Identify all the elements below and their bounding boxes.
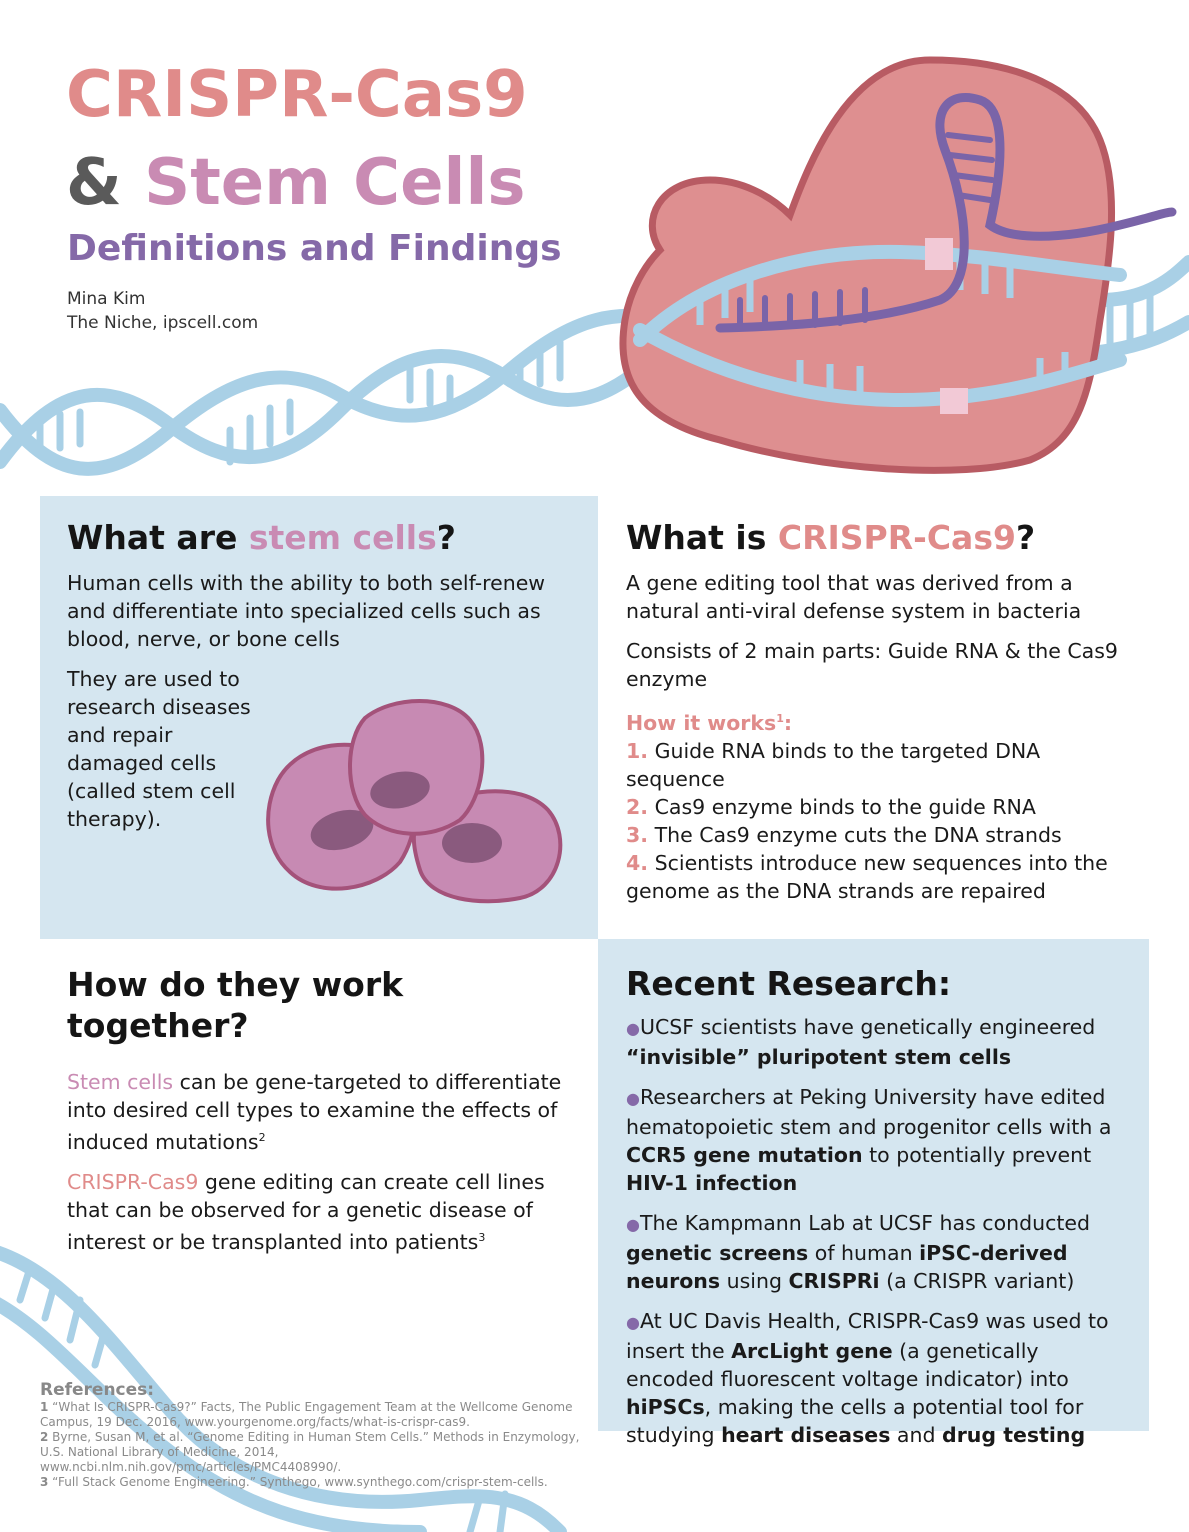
crispr-steps-list: 1. Guide RNA binds to the targeted DNA s…	[626, 737, 1126, 905]
heading-text: What is	[626, 518, 778, 557]
crispr-step: 3. The Cas9 enzyme cuts the DNA strands	[626, 821, 1126, 849]
crispr-step: 1. Guide RNA binds to the targeted DNA s…	[626, 737, 1126, 793]
stem-cells-icon	[266, 699, 563, 904]
reference-text: “What Is CRISPR-Cas9?” Facts, The Public…	[40, 1400, 573, 1429]
item-text: using	[720, 1269, 789, 1293]
guide-rna-icon	[715, 92, 1177, 333]
item-text: At UC Davis Health, CRISPR-Cas9 was used…	[626, 1309, 1109, 1363]
crispr-highlight: CRISPR-Cas9	[67, 1169, 199, 1194]
item-bold: CCR5 gene mutation	[626, 1143, 863, 1167]
how-label-ref: 1	[776, 712, 784, 725]
author-name: Mina Kim	[67, 289, 146, 309]
paragraph-text: can be gene-targeted to differentiate in…	[67, 1070, 562, 1154]
stem-cells-section: What are stem cells? Human cells with th…	[67, 518, 577, 845]
references-block: References: 1 “What Is CRISPR-Cas9?” Fac…	[40, 1380, 580, 1490]
stem-cells-definition: Human cells with the ability to both sel…	[67, 571, 546, 651]
together-section: How do they work together? Stem cells ca…	[67, 964, 567, 1268]
crispr-step: 2. Cas9 enzyme binds to the guide RNA	[626, 793, 1126, 821]
research-item: ●Researchers at Peking University have e…	[626, 1083, 1126, 1197]
item-text: , making the cells a potential tool for …	[626, 1395, 1084, 1447]
heading-suffix: ?	[436, 518, 456, 557]
crispr-heading: What is CRISPR-Cas9?	[626, 518, 1126, 557]
together-paragraph-2: CRISPR-Cas9 gene editing can create cell…	[67, 1168, 567, 1256]
item-text: UCSF scientists have genetically enginee…	[639, 1015, 1096, 1039]
step-text: The Cas9 enzyme cuts the DNA strands	[654, 822, 1062, 847]
step-number: 3.	[626, 822, 649, 847]
research-heading: Recent Research:	[626, 964, 952, 1003]
reference-number: 3	[40, 1475, 49, 1489]
item-bold: ArcLight gene	[731, 1339, 893, 1363]
bullet-icon: ●	[626, 1313, 640, 1332]
heading-line-1: How do they work	[67, 965, 404, 1004]
step-text: Guide RNA binds to the targeted DNA sequ…	[626, 738, 1041, 791]
step-number: 4.	[626, 850, 649, 875]
reference-number: 2	[40, 1430, 49, 1444]
step-text: Cas9 enzyme binds to the guide RNA	[654, 794, 1036, 819]
ref-marker: 3	[478, 1230, 486, 1244]
item-text: The Kampmann Lab at UCSF has conducted	[639, 1211, 1091, 1235]
research-section: Recent Research: ●UCSF scientists have g…	[626, 964, 1126, 1461]
stem-cells-heading: What are stem cells?	[67, 518, 577, 557]
item-bold: drug testing	[942, 1423, 1086, 1447]
title-stem-cells: Stem Cells	[144, 146, 526, 220]
together-heading: How do they work together?	[67, 964, 567, 1046]
crispr-section: What is CRISPR-Cas9? A gene editing tool…	[626, 518, 1126, 905]
item-bold: genetic screens	[626, 1241, 809, 1265]
heading-text: What are	[67, 518, 249, 557]
together-paragraph-1: Stem cells can be gene-targeted to diffe…	[67, 1068, 567, 1156]
page-title-stem-cells: & Stem Cells	[66, 146, 526, 220]
item-text: (a genetically encoded fluorescent volta…	[626, 1339, 1069, 1391]
item-text: and	[890, 1423, 943, 1447]
item-bold: HIV-1 infection	[626, 1171, 798, 1195]
dna-helix-bottom-icon	[0, 1245, 567, 1532]
reference-text: “Full Stack Genome Engineering.” Syntheg…	[48, 1475, 548, 1489]
item-bold: “invisible” pluripotent stem cells	[626, 1045, 1012, 1069]
item-bold: iPSC-derived neurons	[626, 1241, 1068, 1293]
item-text: of human	[808, 1241, 920, 1265]
item-text: to potentially prevent	[862, 1143, 1092, 1167]
how-label-text: How it works	[626, 710, 777, 735]
how-label-colon: :	[783, 710, 793, 735]
crispr-parts: Consists of 2 main parts: Guide RNA & th…	[626, 639, 1118, 691]
ref-marker: 2	[258, 1131, 266, 1144]
reference-item: 1 “What Is CRISPR-Cas9?” Facts, The Publ…	[40, 1400, 580, 1430]
research-item: ●At UC Davis Health, CRISPR-Cas9 was use…	[626, 1307, 1126, 1449]
stem-cells-highlight: Stem cells	[67, 1070, 174, 1094]
item-text: (a CRISPR variant)	[879, 1269, 1075, 1293]
step-text: Scientists introduce new sequences into …	[626, 850, 1108, 903]
crispr-step: 4. Scientists introduce new sequences in…	[626, 849, 1126, 905]
heading-line-2: together?	[67, 1006, 249, 1045]
author-affiliation: The Niche, ipscell.com	[67, 313, 259, 333]
stem-cells-usage: They are used to research diseases and r…	[67, 667, 251, 831]
step-number: 1.	[626, 738, 649, 763]
reference-item: 3 “Full Stack Genome Engineering.” Synth…	[40, 1475, 580, 1490]
research-item: ●UCSF scientists have genetically engine…	[626, 1013, 1126, 1071]
heading-suffix: ?	[1015, 518, 1036, 557]
item-text: Researchers at Peking University have ed…	[626, 1085, 1112, 1139]
paragraph-text: gene editing can create cell lines that …	[67, 1169, 545, 1254]
title-ampersand: &	[66, 146, 122, 220]
bullet-icon: ●	[626, 1215, 640, 1234]
crispr-definition: A gene editing tool that was derived fro…	[626, 571, 1082, 623]
item-bold: hiPSCs	[626, 1395, 705, 1419]
references-heading: References:	[40, 1380, 155, 1400]
how-it-works-label: How it works1:	[626, 705, 1126, 737]
reference-text: Byrne, Susan M, et al. “Genome Editing i…	[40, 1430, 580, 1474]
author-block: Mina Kim The Niche, ipscell.com	[67, 287, 258, 335]
page-title-crispr: CRISPR-Cas9	[66, 58, 528, 132]
page-subtitle: Definitions and Findings	[67, 228, 562, 269]
reference-item: 2 Byrne, Susan M, et al. “Genome Editing…	[40, 1430, 580, 1475]
bullet-icon: ●	[626, 1089, 640, 1108]
research-panel-bg	[598, 939, 1149, 1431]
step-number: 2.	[626, 794, 649, 819]
item-bold: CRISPRi	[788, 1269, 880, 1293]
item-bold: heart diseases	[721, 1423, 891, 1447]
heading-highlight: stem cells	[248, 518, 437, 557]
research-item: ●The Kampmann Lab at UCSF has conducted …	[626, 1209, 1126, 1295]
reference-number: 1	[40, 1400, 49, 1414]
heading-highlight: CRISPR-Cas9	[777, 518, 1016, 557]
bullet-icon: ●	[626, 1019, 640, 1038]
